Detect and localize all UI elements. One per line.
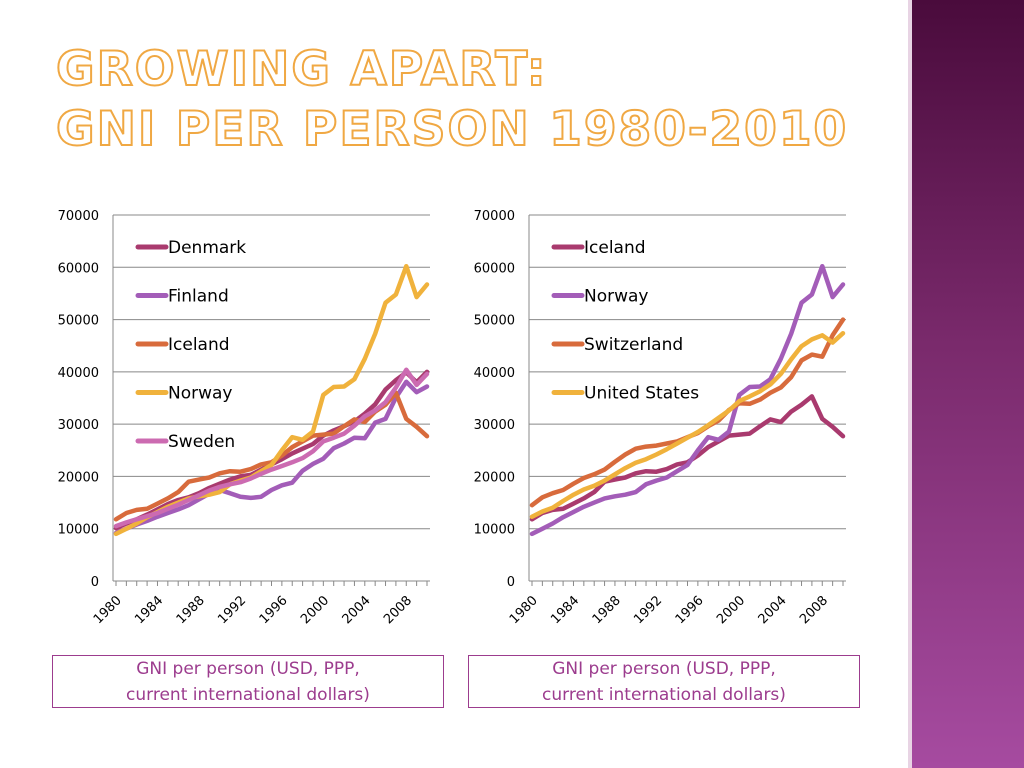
y-tick-label: 50000 xyxy=(474,314,515,329)
legend-label: United States xyxy=(584,384,699,404)
y-tick-label: 0 xyxy=(507,575,515,590)
x-tick-label: 2008 xyxy=(797,593,831,627)
chart-left: 0 10000 20000 30000 40000 50000 60000 70000 1980… xyxy=(58,209,430,627)
series-line-switzerland xyxy=(529,317,846,508)
series-line-finland xyxy=(113,379,430,536)
caption-right-line1: GNI per person (USD, PPP, xyxy=(552,658,776,679)
legend-label: Norway xyxy=(168,384,233,404)
caption-right-line2: current international dollars) xyxy=(542,684,786,705)
slide-title-line1: GROWING APART: xyxy=(55,41,548,98)
y-tick-label: 60000 xyxy=(474,261,515,276)
series-line-iceland xyxy=(113,390,430,522)
caption-left: GNI per person (USD, PPP, current intern… xyxy=(52,655,444,708)
caption-left-line1: GNI per person (USD, PPP, xyxy=(136,658,360,679)
y-tick-label: 40000 xyxy=(474,366,515,381)
y-tick-label: 60000 xyxy=(58,261,99,276)
legend-label: Finland xyxy=(168,287,229,307)
y-tick-label: 30000 xyxy=(474,418,515,433)
x-tick-label: 1984 xyxy=(548,593,582,627)
legend-label: Norway xyxy=(584,287,649,307)
y-tick-label: 70000 xyxy=(58,209,99,224)
y-tick-label: 70000 xyxy=(474,209,515,224)
x-tick-label: 1980 xyxy=(507,593,541,627)
series-line-denmark xyxy=(113,369,430,531)
x-tick-label: 1980 xyxy=(91,593,125,627)
x-tick-label: 1988 xyxy=(174,593,208,627)
x-tick-label: 2008 xyxy=(381,593,415,627)
y-tick-label: 50000 xyxy=(58,314,99,329)
legend-label: Iceland xyxy=(584,238,646,258)
x-tick-label: 2000 xyxy=(714,593,748,627)
chart-right: 0 10000 20000 30000 40000 50000 60000 70000 1980… xyxy=(474,209,846,627)
decorative-sidebar xyxy=(912,0,1024,768)
sidebar-edge xyxy=(908,0,912,768)
legend-label: Switzerland xyxy=(584,335,683,355)
slide-title: GROWING APART: GNI PER PERSON 1980-2010 xyxy=(55,40,849,160)
y-tick-label: 10000 xyxy=(58,523,99,538)
y-tick-label: 40000 xyxy=(58,366,99,381)
caption-left-line2: current international dollars) xyxy=(126,684,370,705)
series-line-united-states xyxy=(529,330,846,519)
x-tick-label: 1988 xyxy=(590,593,624,627)
legend-label: Sweden xyxy=(168,432,235,452)
y-tick-label: 10000 xyxy=(474,523,515,538)
x-tick-label: 1996 xyxy=(673,593,707,627)
x-tick-label: 1984 xyxy=(132,593,166,627)
legend-label: Iceland xyxy=(168,335,230,355)
series-line-iceland xyxy=(529,394,846,522)
x-tick-label: 2000 xyxy=(298,593,332,627)
x-tick-label: 1992 xyxy=(631,593,665,627)
x-tick-label: 1996 xyxy=(257,593,291,627)
caption-right: GNI per person (USD, PPP, current intern… xyxy=(468,655,860,708)
y-tick-label: 30000 xyxy=(58,418,99,433)
y-tick-label: 20000 xyxy=(58,470,99,485)
series-line-sweden xyxy=(113,367,430,529)
series-line-norway xyxy=(529,263,846,537)
x-tick-label: 1992 xyxy=(215,593,249,627)
y-tick-label: 0 xyxy=(91,575,99,590)
y-tick-label: 20000 xyxy=(474,470,515,485)
slide-title-line2: GNI PER PERSON 1980-2010 xyxy=(55,101,849,158)
x-tick-label: 2004 xyxy=(340,593,374,627)
legend-label: Denmark xyxy=(168,238,246,258)
x-tick-label: 2004 xyxy=(756,593,790,627)
